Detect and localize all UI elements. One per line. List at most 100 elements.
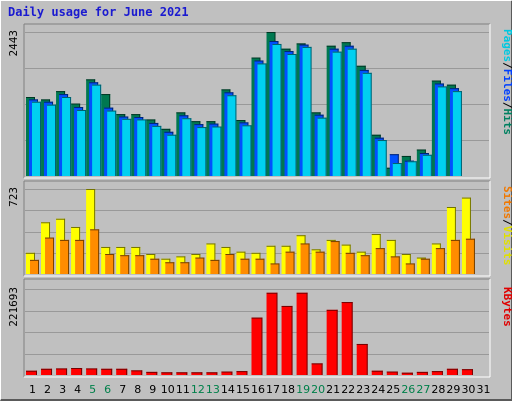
day-label-24: 24 bbox=[371, 383, 385, 396]
axis-label-part: / bbox=[501, 102, 512, 109]
panel-kbytes-axis-label: KBytes bbox=[501, 287, 512, 327]
bar-kbytes-day-10 bbox=[161, 372, 173, 375]
bar-fill bbox=[311, 363, 323, 375]
bar-fill bbox=[131, 370, 143, 375]
bar-sites-day-23 bbox=[360, 255, 370, 274]
bar-fill bbox=[422, 154, 432, 176]
bar-fill bbox=[77, 109, 87, 176]
bar-pages-day-12 bbox=[197, 127, 207, 176]
bar-fill bbox=[71, 368, 83, 375]
bar-kbytes-day-26 bbox=[401, 372, 413, 375]
bar-fill bbox=[326, 309, 338, 375]
bar-fill bbox=[356, 343, 368, 375]
bar-fill bbox=[227, 95, 237, 176]
bar-kbytes-day-21 bbox=[326, 309, 338, 375]
bar-fill bbox=[360, 255, 370, 274]
day-label-15: 15 bbox=[236, 383, 250, 396]
bar-fill bbox=[26, 370, 37, 375]
bar-fill bbox=[461, 197, 471, 274]
bar-fill bbox=[101, 368, 113, 375]
bar-kbytes-day-27 bbox=[416, 371, 428, 375]
bar-sites-day-15 bbox=[240, 258, 250, 274]
bar-fill bbox=[437, 86, 447, 176]
bar-fill bbox=[30, 259, 39, 274]
bar-kbytes-day-19 bbox=[296, 292, 308, 375]
bar-fill bbox=[221, 371, 233, 375]
bar-fill bbox=[32, 101, 41, 176]
axis-label-part: / bbox=[501, 62, 512, 69]
bar-fill bbox=[210, 259, 220, 274]
bar-kbytes-day-28 bbox=[431, 371, 443, 375]
bar-fill bbox=[90, 229, 100, 274]
axis-label-part: Sites bbox=[501, 186, 512, 219]
bar-sites-day-19 bbox=[300, 243, 310, 274]
bar-sites-day-11 bbox=[180, 262, 190, 274]
bar-sites-day-28 bbox=[435, 248, 445, 274]
bar-pages-day-22 bbox=[347, 48, 357, 176]
bar-pages-day-14 bbox=[227, 95, 237, 176]
bar-fill bbox=[287, 53, 297, 176]
bar-fill bbox=[105, 254, 115, 274]
day-label-22: 22 bbox=[341, 383, 355, 396]
panel-hits-max-label: 2443 bbox=[7, 30, 20, 57]
bar-pages-day-8 bbox=[137, 119, 147, 176]
day-label-5: 5 bbox=[89, 383, 96, 396]
bar-fill bbox=[122, 118, 132, 176]
bar-pages-day-1 bbox=[32, 101, 41, 176]
bar-fill bbox=[225, 254, 235, 274]
bar-kbytes-day-17 bbox=[266, 292, 278, 375]
bar-fill bbox=[182, 118, 192, 176]
day-label-4: 4 bbox=[74, 383, 81, 396]
bar-sites-day-26 bbox=[405, 263, 415, 274]
bar-fill bbox=[180, 262, 190, 274]
bar-pages-day-29 bbox=[452, 91, 462, 176]
bar-kbytes-day-12 bbox=[191, 372, 203, 375]
bar-kbytes-day-4 bbox=[71, 368, 83, 375]
bar-pages-day-3 bbox=[62, 97, 72, 176]
bar-kbytes-day-14 bbox=[221, 371, 233, 375]
bar-pages-day-6 bbox=[107, 110, 117, 176]
bar-sites-day-5 bbox=[90, 229, 100, 274]
day-label-30: 30 bbox=[461, 383, 475, 396]
bar-fill bbox=[206, 372, 218, 375]
day-label-3: 3 bbox=[59, 383, 66, 396]
day-label-26: 26 bbox=[401, 383, 415, 396]
chart-title: Daily usage for June 2021 bbox=[8, 5, 189, 19]
bar-fill bbox=[266, 292, 278, 375]
bar-pages-day-4 bbox=[77, 109, 87, 176]
bar-pages-day-21 bbox=[332, 51, 342, 176]
bar-sites-day-18 bbox=[285, 251, 295, 274]
bar-fill bbox=[272, 43, 282, 177]
axis-label-part: Hits bbox=[501, 109, 512, 136]
bar-sites-day-22 bbox=[345, 252, 355, 274]
bar-fill bbox=[281, 305, 293, 375]
bar-fill bbox=[107, 110, 117, 176]
bar-kbytes-day-1 bbox=[26, 370, 37, 375]
bar-sites-day-25 bbox=[390, 256, 400, 274]
bar-fill bbox=[206, 243, 216, 274]
day-label-17: 17 bbox=[266, 383, 280, 396]
bar-sites-day-10 bbox=[165, 262, 175, 274]
panel-kbytes: 221693 KBytes bbox=[7, 278, 512, 378]
bar-sites-day-9 bbox=[150, 258, 160, 274]
day-label-12: 12 bbox=[191, 383, 205, 396]
bar-pages-day-27 bbox=[422, 154, 432, 176]
bar-fill bbox=[41, 368, 53, 375]
bar-fill bbox=[116, 368, 128, 375]
bar-fill bbox=[135, 255, 145, 274]
bar-pages-day-2 bbox=[47, 104, 57, 176]
day-label-29: 29 bbox=[446, 383, 460, 396]
bar-fill bbox=[401, 372, 413, 375]
bar-fill bbox=[302, 46, 312, 176]
bar-sites-day-12 bbox=[195, 257, 205, 274]
bar-fill bbox=[270, 263, 280, 274]
axis-label-part: Visits bbox=[501, 226, 512, 266]
bar-fill bbox=[146, 371, 158, 375]
bar-fill bbox=[420, 258, 430, 274]
bar-fill bbox=[165, 262, 175, 274]
bar-fill bbox=[161, 372, 173, 375]
bar-sites-day-21 bbox=[330, 241, 340, 274]
series-kbytes bbox=[26, 292, 473, 375]
bar-fill bbox=[446, 368, 458, 375]
bar-kbytes-day-11 bbox=[176, 372, 188, 375]
